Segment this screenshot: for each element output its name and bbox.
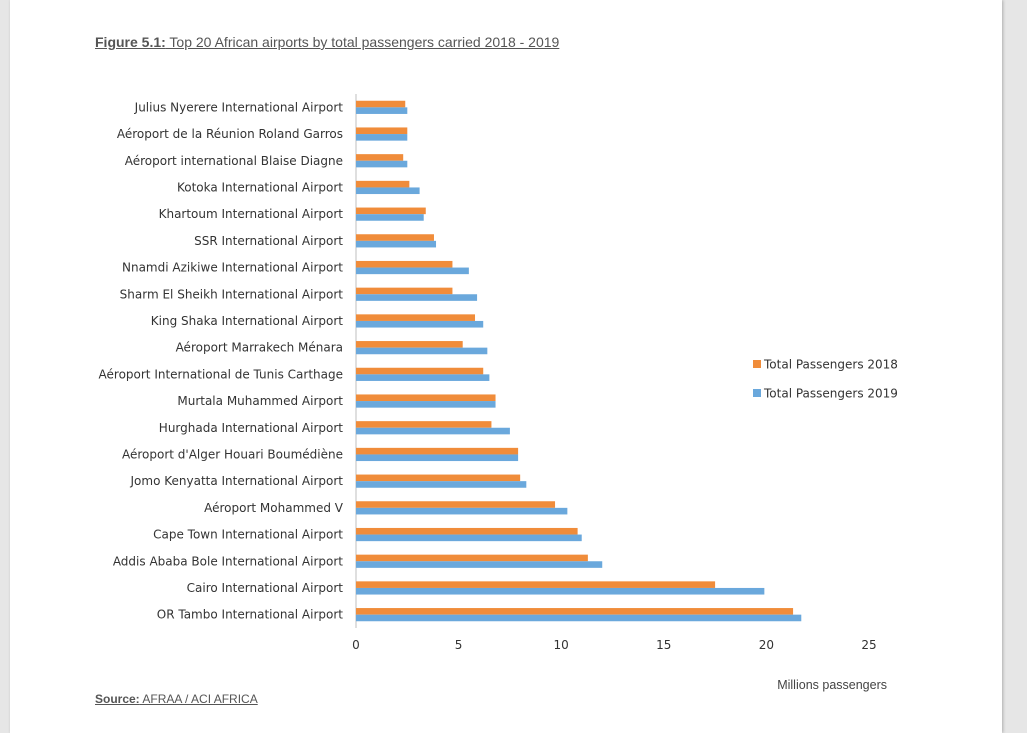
bar-2019 (356, 160, 408, 168)
x-tick-label: 0 (352, 638, 360, 652)
bar-2018 (356, 554, 588, 562)
category-label: Addis Ababa Bole International Airport (113, 554, 343, 568)
category-label: Julius Nyerere International Airport (134, 100, 344, 114)
category-label: Cape Town International Airport (153, 528, 343, 542)
category-label: Aéroport Marrakech Ménara (176, 341, 343, 355)
bar-2018 (356, 180, 410, 188)
legend-swatch-2018 (753, 360, 761, 368)
bar-2019 (356, 614, 802, 622)
bar-2018 (356, 367, 484, 375)
x-tick-label: 10 (554, 638, 569, 652)
bar-2019 (356, 187, 420, 195)
bar-2018 (356, 287, 453, 295)
category-label: Aéroport de la Réunion Roland Garros (117, 127, 343, 141)
bar-2018 (356, 581, 716, 588)
bar-2019 (356, 401, 496, 408)
bar-2018 (356, 608, 794, 615)
bar-2018 (356, 421, 492, 428)
bar-2018 (356, 394, 496, 402)
bar-2019 (356, 240, 437, 248)
category-label: Hurghada International Airport (159, 421, 343, 435)
bar-2019 (356, 427, 510, 435)
legend-label-2019: Total Passengers 2019 (763, 387, 898, 401)
category-label: Sharm El Sheikh International Airport (120, 287, 344, 301)
category-label: Kotoka International Airport (177, 180, 343, 194)
bar-2018 (356, 527, 578, 535)
bar-2019 (356, 534, 582, 542)
source-label: Source: (95, 692, 140, 706)
bar-2018 (356, 207, 426, 215)
x-tick-label: 15 (656, 638, 671, 652)
bar-2018 (356, 447, 519, 455)
bar-2018 (356, 501, 556, 508)
bar-2019 (356, 134, 408, 141)
bar-2018 (356, 474, 521, 482)
figure-number: Figure 5.1: (95, 34, 166, 50)
bar-2018 (356, 234, 434, 241)
figure-title: Top 20 African airports by total passeng… (165, 34, 560, 50)
source-text: AFRAA / ACI AFRICA (139, 692, 258, 706)
category-label: Aéroport International de Tunis Carthage (99, 367, 343, 381)
bar-2019 (356, 320, 484, 328)
bar-2019 (356, 481, 527, 488)
bar-2019 (356, 454, 519, 462)
category-label: King Shaka International Airport (151, 314, 343, 328)
bar-2018 (356, 341, 463, 348)
category-label: Aéroport international Blaise Diagne (125, 154, 343, 168)
category-label: Khartoum International Airport (159, 207, 344, 221)
bar-2019 (356, 561, 603, 568)
category-label: Aéroport Mohammed V (204, 501, 344, 515)
bar-2018 (356, 260, 453, 268)
category-label: OR Tambo International Airport (157, 608, 344, 622)
category-label: Murtala Muhammed Airport (177, 394, 343, 408)
category-label: Cairo International Airport (187, 581, 344, 595)
category-label: Jomo Kenyatta International Airport (130, 474, 344, 488)
bar-2019 (356, 507, 568, 515)
source-note: Source: AFRAA / ACI AFRICA (95, 692, 258, 706)
figure-caption: Figure 5.1: Top 20 African airports by t… (95, 34, 559, 50)
bar-2018 (356, 314, 476, 321)
bar-2018 (356, 127, 408, 135)
bar-2018 (356, 154, 404, 161)
bar-2019 (356, 374, 490, 381)
bar-2019 (356, 587, 765, 595)
legend-swatch-2019 (753, 389, 761, 397)
bar-2019 (356, 214, 424, 221)
bar-2019 (356, 347, 488, 355)
bar-2019 (356, 267, 469, 275)
category-label: Aéroport d'Alger Houari Boumédiène (122, 447, 343, 461)
category-label: Nnamdi Azikiwe International Airport (122, 261, 343, 275)
bar-2019 (356, 294, 478, 301)
legend-label-2018: Total Passengers 2018 (763, 358, 898, 372)
bar-2019 (356, 107, 408, 114)
bar-2018 (356, 100, 406, 108)
x-tick-label: 25 (861, 638, 876, 652)
x-tick-label: 20 (759, 638, 774, 652)
category-label: SSR International Airport (194, 234, 343, 248)
x-tick-label: 5 (455, 638, 463, 652)
x-axis-label: Millions passengers (777, 678, 887, 692)
